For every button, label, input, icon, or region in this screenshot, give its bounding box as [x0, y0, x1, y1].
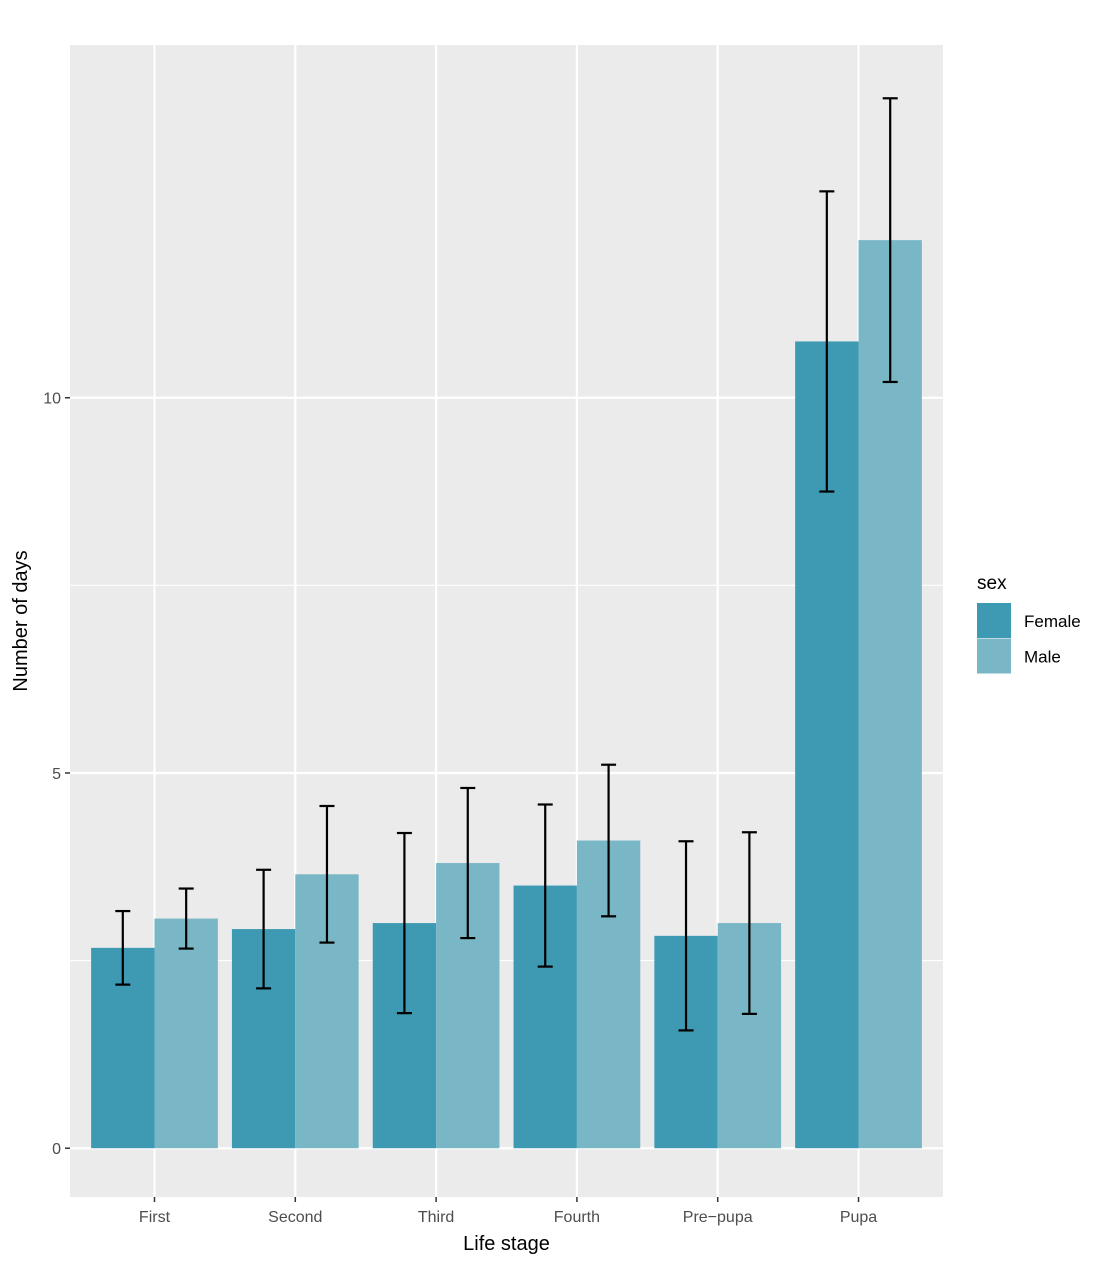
y-tick-label: 10 [43, 391, 61, 408]
error-bar-male [460, 786, 476, 940]
x-tick-label: Pre−pupa [683, 1209, 753, 1226]
x-tick-label: Third [418, 1209, 454, 1226]
error-bar-male [319, 804, 335, 944]
legend-label-male: Male [1024, 648, 1061, 667]
error-bar-female [256, 868, 272, 990]
error-bar-male [601, 763, 617, 918]
y-axis-title: Number of days [10, 550, 32, 691]
x-axis-title: Life stage [463, 1233, 550, 1255]
legend: sex Female Male [977, 573, 1081, 674]
error-bar-female [537, 803, 553, 968]
error-bars [115, 97, 898, 1032]
error-bar-female [396, 831, 412, 1015]
legend-key-male [977, 638, 1011, 674]
legend-key-female [977, 603, 1011, 638]
error-bar-female [678, 840, 694, 1032]
error-bar-male [882, 97, 898, 384]
x-tick-label: Pupa [840, 1209, 877, 1226]
x-tick-label: Fourth [554, 1209, 600, 1226]
legend-label-female: Female [1024, 612, 1081, 631]
bar-male [858, 240, 922, 1149]
x-axis: First Second Third Fourth Pre−pupa Pupa [139, 1197, 877, 1226]
y-tick-label: 0 [52, 1141, 61, 1158]
error-bar-male [741, 831, 757, 1015]
x-tick-label: First [139, 1209, 171, 1226]
y-axis: 0 5 10 [43, 391, 70, 1158]
error-bar-female [819, 190, 835, 493]
error-bar-male [178, 887, 194, 950]
legend-title: sex [977, 573, 1007, 594]
y-tick-label: 5 [52, 766, 61, 783]
bar-male [154, 918, 218, 1149]
x-tick-label: Second [268, 1209, 322, 1226]
error-bar-female [115, 909, 131, 986]
